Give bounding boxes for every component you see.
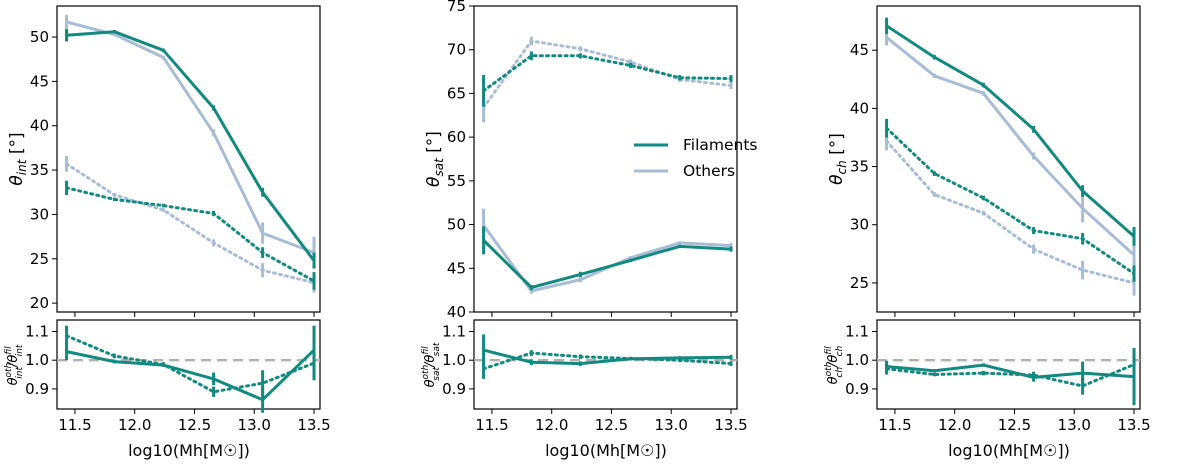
y-tick-label: 50 <box>30 28 49 46</box>
x-tick-label: 13.5 <box>714 416 747 434</box>
y-tick-label: 50 <box>447 216 466 234</box>
y-tick-label: 45 <box>447 259 466 277</box>
y-tick-label: 75 <box>447 0 466 15</box>
series-line-others-dotted <box>65 162 316 285</box>
x-tick-label: 12.0 <box>118 416 151 434</box>
y-tick-label: 45 <box>850 41 869 59</box>
y-tick-label: 0.9 <box>845 380 869 398</box>
y-tick-label: 1.1 <box>845 322 869 340</box>
y-tick-label: 0.9 <box>25 380 49 398</box>
x-tick-label: 13.0 <box>655 416 688 434</box>
x-tick-label: 12.5 <box>998 416 1031 434</box>
x-tick-label: 11.5 <box>878 416 911 434</box>
series-line-filaments-dotted <box>885 126 1136 276</box>
x-tick-label: 12.5 <box>595 416 628 434</box>
y-tick-label: 40 <box>447 303 466 321</box>
plot-1: 0.9 1.0 1.1 11.5 12.0 12.5 13.0 13.5 <box>25 322 331 434</box>
plot-4: 25 30 35 40 45 <box>850 17 1136 317</box>
x-tick-label: 13.0 <box>1058 416 1091 434</box>
y-tick-label: 40 <box>850 99 869 117</box>
x-tick-label: 13.5 <box>1117 416 1150 434</box>
y-tick-label: 40 <box>30 117 49 135</box>
y-tick-label: 55 <box>447 172 466 190</box>
series-line-filaments-dotted <box>65 186 316 283</box>
ylabel-ratio-ch: θothch/θfilch <box>824 345 845 384</box>
panel-ratio-sat <box>473 319 738 410</box>
y-tick-label: 1.1 <box>442 322 466 340</box>
series-line-filaments-solid <box>66 30 316 262</box>
y-tick-label: 30 <box>850 216 869 234</box>
y-tick-label: 70 <box>447 41 466 59</box>
ylabel-ratio-int: θothint/θfilint <box>4 344 25 385</box>
y-tick-label: 20 <box>30 294 49 312</box>
ylabel-theta-sat: θsat [°] <box>424 131 446 187</box>
series-line-filaments-solid <box>886 363 1135 379</box>
series-line-others-dotted <box>885 139 1136 285</box>
y-tick-label: 45 <box>30 72 49 90</box>
panel-theta-ch <box>876 5 1141 313</box>
xlabel-ch: log10(Mh[M☉]) <box>948 441 1070 460</box>
panel-ratio-ch <box>876 319 1141 410</box>
panel-ratio-int <box>56 319 321 410</box>
y-tick-label: 30 <box>30 205 49 223</box>
y-tick-label: 1.0 <box>845 351 869 369</box>
series-line-filaments-dotted <box>482 54 733 93</box>
y-tick-label: 1.0 <box>25 351 49 369</box>
xlabel-sat: log10(Mh[M☉]) <box>545 441 667 460</box>
plot-5: 0.9 1.0 1.1 11.5 12.0 12.5 13.0 13.5 <box>845 322 1151 434</box>
x-tick-label: 11.5 <box>475 416 508 434</box>
plot-0: 20 25 30 35 40 45 50 <box>30 14 316 317</box>
series-line-others-dotted <box>482 39 733 109</box>
y-tick-label: 60 <box>447 128 466 146</box>
x-tick-label: 13.0 <box>238 416 271 434</box>
ylabel-theta-ch: θch [°] <box>827 133 849 185</box>
xlabel-int: log10(Mh[M☉]) <box>128 441 250 460</box>
ylabel-theta-int: θint [°] <box>7 132 29 185</box>
x-tick-label: 12.5 <box>178 416 211 434</box>
series-line-filaments-dotted <box>885 363 1136 388</box>
x-tick-label: 12.0 <box>535 416 568 434</box>
series-line-others-solid <box>66 20 315 255</box>
series-line-others-solid <box>885 36 1136 257</box>
plot-3: 0.9 1.0 1.1 11.5 12.0 12.5 13.0 13.5 <box>442 322 748 434</box>
panel-theta-int <box>56 5 321 313</box>
legend: Filaments Others <box>634 136 758 180</box>
series-line-others-solid <box>482 224 732 293</box>
series-line-filaments-solid <box>482 239 732 289</box>
x-tick-label: 12.0 <box>938 416 971 434</box>
panel-theta-sat <box>473 5 738 313</box>
y-tick-label: 0.9 <box>442 380 466 398</box>
legend-label-filaments: Filaments <box>683 136 758 154</box>
x-tick-label: 11.5 <box>58 416 91 434</box>
series-line-filaments-solid <box>885 24 1135 238</box>
y-tick-label: 65 <box>447 84 466 102</box>
legend-label-others: Others <box>683 162 735 180</box>
series-line-filaments-solid <box>483 348 732 366</box>
y-tick-label: 1.1 <box>25 322 49 340</box>
y-tick-label: 25 <box>850 274 869 292</box>
y-tick-label: 35 <box>850 158 869 176</box>
series-line-filaments-dotted <box>482 351 733 371</box>
y-tick-label: 25 <box>30 250 49 268</box>
x-tick-label: 13.5 <box>297 416 330 434</box>
series-line-filaments-dotted <box>65 334 316 394</box>
plot-2: 40 45 50 55 60 65 70 75 <box>447 0 733 321</box>
series-line-filaments-solid <box>66 349 316 402</box>
y-tick-label: 1.0 <box>442 351 466 369</box>
y-tick-label: 35 <box>30 161 49 179</box>
ylabel-ratio-sat: θothsat/θfilsat <box>421 342 442 387</box>
